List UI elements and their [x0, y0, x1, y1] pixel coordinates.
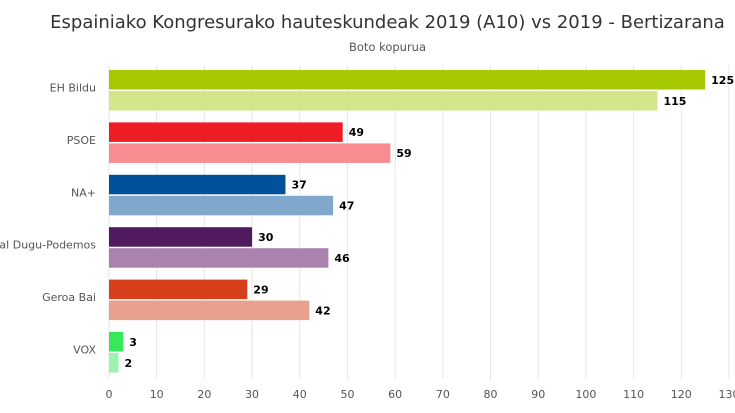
- bar-series2: [109, 91, 658, 111]
- chart-title: Espainiako Kongresurako hauteskundeak 20…: [50, 12, 725, 33]
- x-tick-label-100: 100: [575, 388, 596, 401]
- data-label: 2: [125, 357, 133, 370]
- category-label: EH Bildu: [50, 82, 96, 95]
- x-tick-label-60: 60: [388, 388, 402, 401]
- bar-series1: [109, 227, 253, 247]
- data-label: 3: [129, 336, 137, 349]
- data-label: 115: [663, 95, 686, 108]
- bar-series2: [109, 353, 119, 373]
- data-label: 29: [253, 283, 268, 296]
- data-label: 47: [339, 200, 354, 213]
- data-label: 37: [291, 179, 306, 192]
- x-tick-label-10: 10: [150, 388, 164, 401]
- data-label: 49: [349, 126, 364, 139]
- category-label: VOX: [73, 344, 96, 357]
- x-tick-label-20: 20: [197, 388, 211, 401]
- x-tick-label-50: 50: [340, 388, 354, 401]
- data-label: 59: [396, 147, 411, 160]
- bar-series1: [109, 174, 286, 195]
- bar-series2: [109, 143, 391, 163]
- category-label: PSOE: [67, 134, 96, 147]
- category-label: NA+: [71, 186, 96, 199]
- bar-series1: [109, 332, 124, 352]
- bar-series2: [109, 195, 334, 216]
- bar-series1: [109, 122, 343, 142]
- data-label: 125: [711, 74, 734, 87]
- data-label: 46: [334, 252, 350, 265]
- x-tick-label-30: 30: [245, 388, 259, 401]
- bar-series2: [109, 248, 329, 268]
- chart-subtitle: Boto kopurua: [348, 40, 427, 54]
- x-tick-label-80: 80: [484, 388, 498, 401]
- data-label: 42: [315, 304, 330, 317]
- category-label: Geroa Bai: [42, 291, 96, 304]
- x-tick-label-110: 110: [623, 388, 644, 401]
- x-tick-label-130: 130: [719, 388, 735, 401]
- bar-series2: [109, 300, 310, 321]
- x-tick-label-0: 0: [106, 388, 113, 401]
- x-tick-label-70: 70: [436, 388, 450, 401]
- category-label: Ahal Dugu-Podemos: [0, 239, 96, 252]
- bar-series1: [109, 70, 706, 90]
- data-label: 30: [258, 231, 274, 244]
- x-tick-label-90: 90: [531, 388, 545, 401]
- x-tick-label-40: 40: [293, 388, 307, 401]
- bar-series1: [109, 279, 248, 300]
- x-tick-label-120: 120: [671, 388, 692, 401]
